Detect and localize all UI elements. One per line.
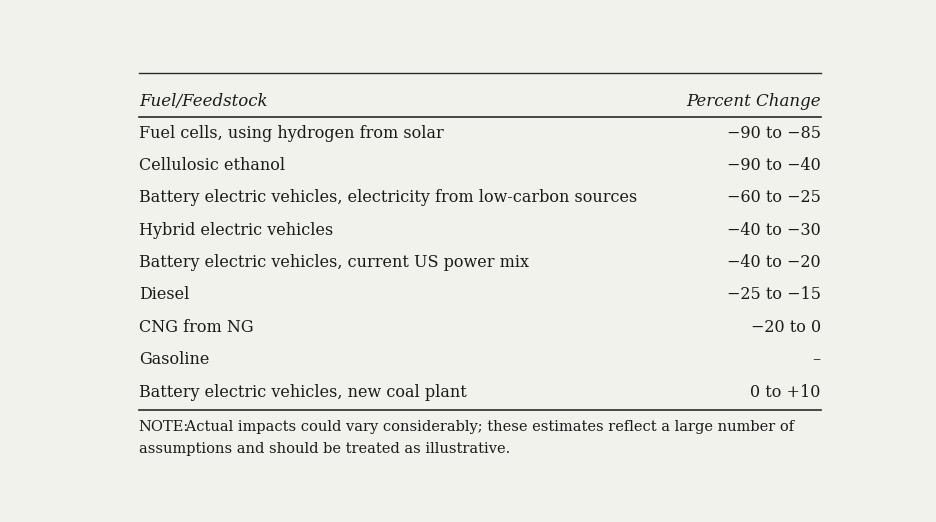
Text: Percent Change: Percent Change (686, 93, 821, 110)
Text: Hybrid electric vehicles: Hybrid electric vehicles (139, 222, 333, 239)
Text: −60 to −25: −60 to −25 (726, 189, 821, 206)
Text: Diesel: Diesel (139, 287, 189, 303)
Text: Fuel cells, using hydrogen from solar: Fuel cells, using hydrogen from solar (139, 125, 444, 141)
Text: −40 to −30: −40 to −30 (727, 222, 821, 239)
Text: Actual impacts could vary considerably; these estimates reflect a large number o: Actual impacts could vary considerably; … (181, 420, 794, 434)
Text: −25 to −15: −25 to −15 (726, 287, 821, 303)
Text: −20 to 0: −20 to 0 (751, 319, 821, 336)
Text: assumptions and should be treated as illustrative.: assumptions and should be treated as ill… (139, 443, 510, 456)
Text: Battery electric vehicles, electricity from low-carbon sources: Battery electric vehicles, electricity f… (139, 189, 637, 206)
Text: –: – (812, 351, 821, 368)
Text: 0 to +10: 0 to +10 (751, 384, 821, 400)
Text: −90 to −85: −90 to −85 (726, 125, 821, 141)
Text: NOTE:: NOTE: (139, 420, 189, 434)
Text: −40 to −20: −40 to −20 (727, 254, 821, 271)
Text: Battery electric vehicles, new coal plant: Battery electric vehicles, new coal plan… (139, 384, 466, 400)
Text: Gasoline: Gasoline (139, 351, 209, 368)
Text: Fuel/Feedstock: Fuel/Feedstock (139, 93, 268, 110)
Text: Battery electric vehicles, current US power mix: Battery electric vehicles, current US po… (139, 254, 529, 271)
Text: Cellulosic ethanol: Cellulosic ethanol (139, 157, 285, 174)
Text: −90 to −40: −90 to −40 (727, 157, 821, 174)
Text: CNG from NG: CNG from NG (139, 319, 254, 336)
